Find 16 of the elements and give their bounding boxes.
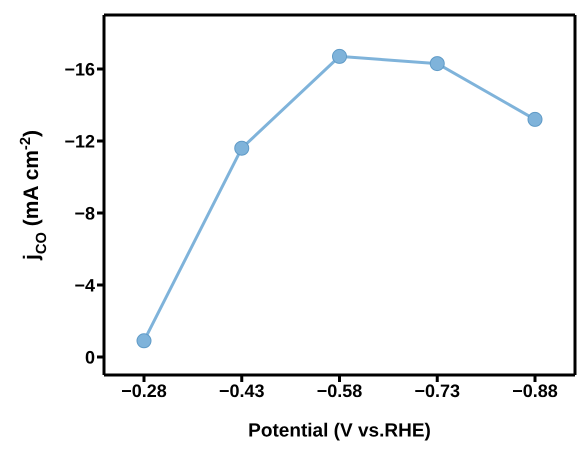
x-tick-label: −0.43 <box>218 380 265 401</box>
x-tick-label: −0.88 <box>512 380 558 401</box>
point <box>332 48 347 64</box>
y-tick-label: −4 <box>74 275 95 296</box>
point <box>136 333 152 348</box>
point <box>430 56 445 72</box>
point <box>234 140 250 156</box>
y-tick-label: −16 <box>64 59 95 80</box>
x-tick-label: −0.58 <box>316 380 362 401</box>
y-tick-label: 0 <box>84 347 95 368</box>
y-tick-label: −12 <box>64 131 95 152</box>
x-tick-label: −0.28 <box>121 380 167 401</box>
x-tick-label: −0.73 <box>414 380 460 401</box>
y-tick-label: −8 <box>74 203 95 224</box>
x-axis-title: Potential (V vs.RHE) <box>248 420 431 442</box>
point <box>528 112 542 127</box>
